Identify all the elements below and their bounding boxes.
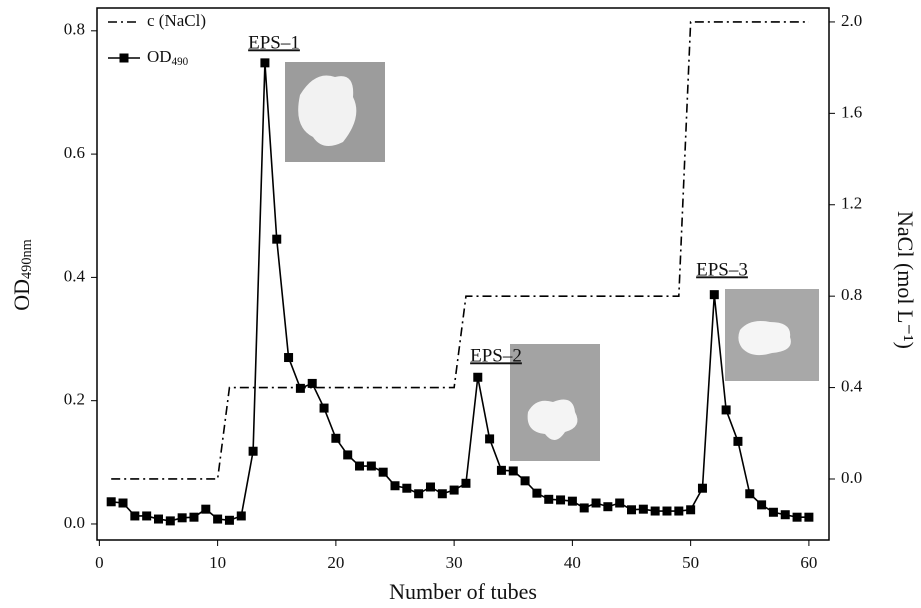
marker <box>556 495 566 505</box>
legend-marker <box>119 53 129 63</box>
marker <box>485 434 495 444</box>
marker <box>343 450 353 460</box>
y2-axis-label: NaCl (mol L⁻¹) <box>893 211 918 349</box>
marker <box>106 497 116 507</box>
marker <box>650 506 660 516</box>
marker <box>142 511 152 521</box>
marker <box>414 489 424 499</box>
marker <box>662 506 672 516</box>
y2-tick-label: 0.4 <box>841 376 863 395</box>
marker <box>165 516 175 526</box>
y-axis-label: OD490nm <box>9 239 35 311</box>
marker <box>567 496 577 506</box>
marker <box>496 465 506 475</box>
marker <box>355 461 365 471</box>
marker <box>721 405 731 415</box>
marker <box>153 514 163 524</box>
x-tick-label: 0 <box>95 553 104 572</box>
y-tick-label: 0.4 <box>64 266 86 285</box>
marker <box>591 498 601 508</box>
marker <box>745 489 755 499</box>
marker <box>248 446 258 456</box>
plot-frame <box>96 7 830 541</box>
photo-eps-2 <box>510 344 600 461</box>
x-tick-label: 50 <box>682 553 699 572</box>
marker <box>579 503 589 513</box>
marker <box>532 488 542 498</box>
marker <box>437 489 447 499</box>
marker <box>461 478 471 488</box>
marker <box>615 498 625 508</box>
marker <box>697 483 707 493</box>
series-line <box>111 62 809 522</box>
marker <box>118 498 128 508</box>
marker <box>627 505 637 515</box>
y-tick-label: 0.8 <box>64 20 85 39</box>
photo-eps-3 <box>725 289 819 381</box>
marker <box>449 485 459 495</box>
x-tick-label: 20 <box>327 553 344 572</box>
marker <box>402 483 412 493</box>
y-tick-label: 0.6 <box>64 143 85 162</box>
marker <box>425 482 435 492</box>
x-tick-label: 40 <box>564 553 581 572</box>
marker <box>733 436 743 446</box>
marker <box>757 500 767 510</box>
annotation: EPS–3 <box>696 259 748 280</box>
marker <box>804 512 814 522</box>
marker <box>378 467 388 477</box>
marker <box>674 506 684 516</box>
annotation: EPS–1 <box>248 32 300 53</box>
y2-tick-label: 1.6 <box>841 102 862 121</box>
y-tick-label: 0.2 <box>64 390 85 409</box>
marker <box>366 461 376 471</box>
marker <box>213 514 223 524</box>
marker <box>686 505 696 515</box>
marker <box>473 372 483 382</box>
x-tick-label: 60 <box>800 553 817 572</box>
marker <box>520 476 530 486</box>
marker <box>130 511 140 521</box>
y2-tick-label: 1.2 <box>841 194 862 213</box>
marker <box>768 507 778 517</box>
y2-tick-label: 2.0 <box>841 11 862 30</box>
marker <box>638 504 648 514</box>
annotation: EPS–2 <box>470 345 522 366</box>
marker <box>544 494 554 504</box>
marker <box>792 512 802 522</box>
x-tick-label: 30 <box>446 553 463 572</box>
marker <box>331 433 341 443</box>
legend-label: OD490 <box>147 47 189 68</box>
legend-label: c (NaCl) <box>147 11 206 30</box>
marker <box>603 502 613 512</box>
photo-eps-1 <box>285 62 385 162</box>
marker <box>189 512 199 522</box>
marker <box>224 515 234 525</box>
x-tick-label: 10 <box>209 553 226 572</box>
y2-tick-label: 0.8 <box>841 285 862 304</box>
x-axis-label: Number of tubes <box>389 579 537 604</box>
marker <box>201 504 211 514</box>
y-tick-label: 0.0 <box>64 513 85 532</box>
marker <box>284 353 294 363</box>
marker <box>236 511 246 521</box>
marker <box>307 378 317 388</box>
y2-tick-label: 0.0 <box>841 468 862 487</box>
marker <box>295 383 305 393</box>
marker <box>508 466 518 476</box>
marker <box>260 58 270 68</box>
marker <box>272 234 282 244</box>
marker <box>390 481 400 491</box>
marker <box>319 403 329 413</box>
series-line <box>111 21 809 480</box>
marker <box>709 290 719 300</box>
marker <box>177 513 187 523</box>
marker <box>780 510 790 520</box>
